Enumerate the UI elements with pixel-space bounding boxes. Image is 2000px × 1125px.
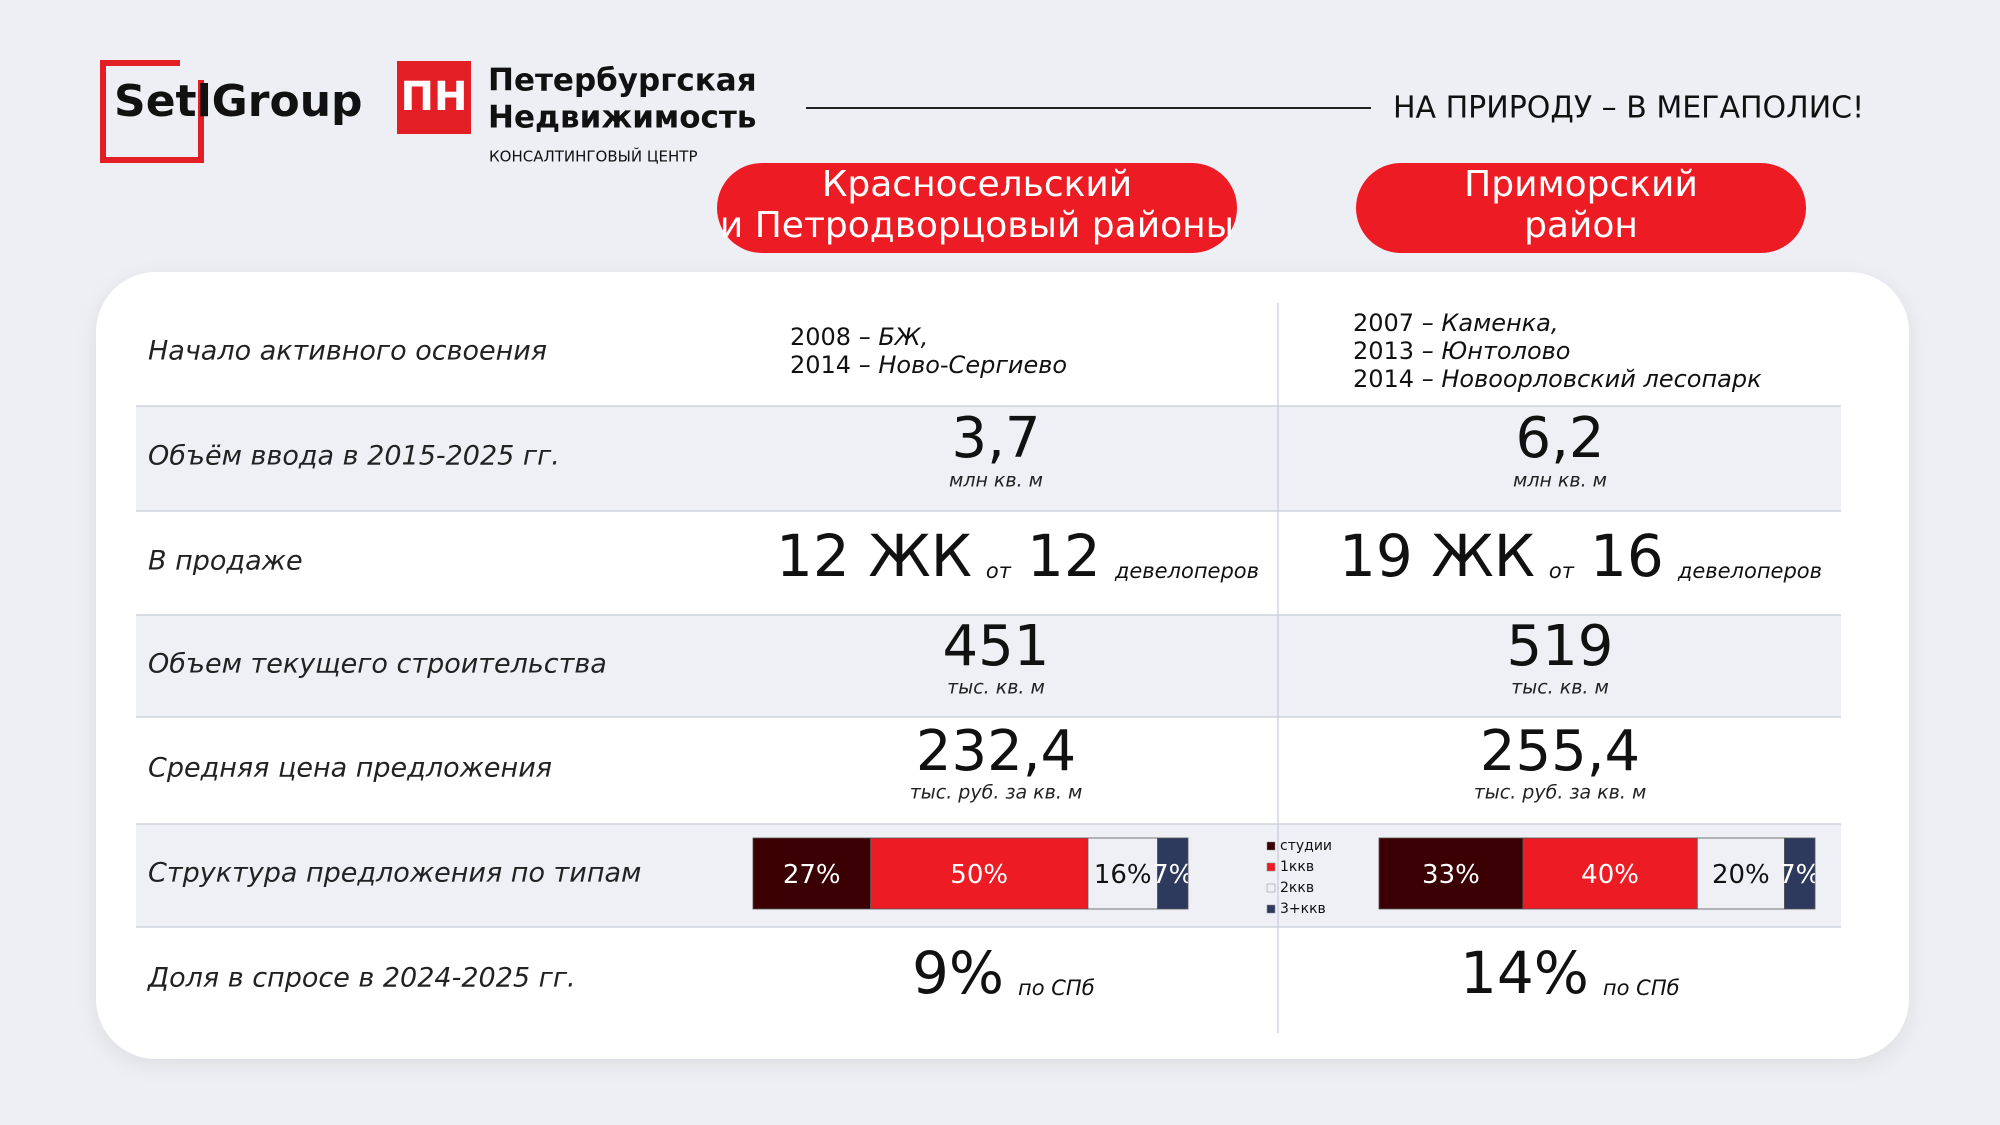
- row-label: Структура предложения по типам: [148, 858, 641, 889]
- value: 519: [1507, 614, 1614, 679]
- row-shade: [136, 406, 1841, 511]
- value: 14%: [1460, 939, 1589, 1007]
- dev-unit: девелоперов: [1677, 559, 1822, 583]
- share: 9% по СПб: [912, 939, 1095, 1007]
- place: – Новоорловский лесопарк: [1414, 365, 1762, 393]
- logo-setl: SetlGroup: [114, 76, 363, 127]
- segment: [1522, 837, 1698, 910]
- legend-label: 3+ккв: [1280, 901, 1326, 917]
- start-line: 2013 – Юнтолово: [1353, 337, 1570, 365]
- unit: тыс. кв. м: [1511, 677, 1609, 699]
- legend-label: 2ккв: [1280, 880, 1314, 896]
- legend-label: студии: [1280, 838, 1332, 854]
- unit: тыс. руб. за кв. м: [1474, 782, 1647, 804]
- segment-label: 20%: [1712, 860, 1770, 890]
- column-pill: [717, 163, 1237, 253]
- legend-swatch: [1266, 841, 1276, 851]
- segment: [1157, 837, 1189, 910]
- segment: [752, 837, 871, 910]
- segment-label: 7%: [1152, 860, 1193, 890]
- year: 2008: [790, 323, 851, 351]
- from: от: [986, 559, 1012, 583]
- column-title: и Петродворцовый районы: [720, 205, 1234, 246]
- unit: по СПб: [1603, 976, 1680, 1000]
- segment: [1087, 837, 1158, 910]
- logo-mark-bg: [397, 61, 471, 134]
- segment-label: 40%: [1581, 860, 1639, 890]
- place: – Каменка,: [1414, 309, 1558, 337]
- start-line: 2007 – Каменка,: [1353, 309, 1558, 337]
- column-title: Приморский: [1464, 164, 1698, 205]
- sale: 12 ЖК от 12 девелоперов: [776, 522, 1259, 590]
- legend-swatch: [1266, 883, 1276, 893]
- developers: 16: [1590, 522, 1664, 590]
- segment: [1696, 837, 1785, 910]
- row-lines: [136, 303, 1841, 1033]
- year: 2007: [1353, 309, 1414, 337]
- place: – БЖ,: [851, 323, 928, 351]
- segment-label: 27%: [783, 860, 841, 890]
- logo-gap: [180, 60, 204, 80]
- start-line: 2014 – Новоорловский лесопарк: [1353, 365, 1762, 393]
- segment: [1378, 837, 1524, 910]
- year: 2014: [1353, 365, 1414, 393]
- place: – Ново-Сергиево: [851, 351, 1067, 379]
- segment-label: 16%: [1094, 860, 1152, 890]
- segment-label: 7%: [1779, 860, 1820, 890]
- year: 2014: [790, 351, 851, 379]
- value: 232,4: [916, 719, 1076, 784]
- value: 3,7: [951, 406, 1040, 471]
- column-title: Красносельский: [822, 164, 1132, 205]
- logo-name: Петербургская: [488, 63, 757, 99]
- start-line: 2008 – БЖ,: [790, 323, 928, 351]
- start-line: 2014 – Ново-Сергиево: [790, 351, 1067, 379]
- row-label: В продаже: [148, 546, 303, 577]
- value: 6,2: [1515, 406, 1604, 471]
- logo-sub: КОНСАЛТИНГОВЫЙ ЦЕНТР: [489, 147, 698, 166]
- year: 2013: [1353, 337, 1414, 365]
- row-label: Доля в спросе в 2024-2025 гг.: [147, 963, 576, 994]
- column-pill: [1356, 163, 1806, 253]
- row-label: Начало активного освоения: [148, 336, 547, 367]
- unit: млн кв. м: [1513, 470, 1607, 492]
- unit: по СПб: [1018, 976, 1095, 1000]
- legend-swatch: [1266, 862, 1276, 872]
- segment-label: 50%: [950, 860, 1008, 890]
- row-label: Объем текущего строительства: [148, 649, 607, 680]
- unit: млн кв. м: [949, 470, 1043, 492]
- value: 451: [943, 614, 1050, 679]
- row-shade: [136, 615, 1841, 717]
- complexes: 19 ЖК: [1339, 522, 1535, 590]
- from: от: [1549, 559, 1575, 583]
- unit: тыс. кв. м: [947, 677, 1045, 699]
- legend-label: 1ккв: [1280, 859, 1314, 875]
- segment: [1784, 837, 1816, 910]
- complexes: 12 ЖК: [776, 522, 972, 590]
- developers: 12: [1027, 522, 1101, 590]
- column-title: район: [1524, 205, 1638, 246]
- segment: [870, 837, 1089, 910]
- logo-frame: [100, 60, 204, 163]
- place: – Юнтолово: [1414, 337, 1570, 365]
- legend-swatch: [1266, 904, 1276, 914]
- value: 9%: [912, 939, 1004, 1007]
- segment-label: 33%: [1422, 860, 1480, 890]
- dev-unit: девелоперов: [1114, 559, 1259, 583]
- row-label: Средняя цена предложения: [148, 753, 552, 784]
- value: 255,4: [1480, 719, 1640, 784]
- unit: тыс. руб. за кв. м: [910, 782, 1083, 804]
- row-label: Объём ввода в 2015-2025 гг.: [148, 441, 560, 472]
- sale: 19 ЖК от 16 девелоперов: [1339, 522, 1822, 590]
- tagline: НА ПРИРОДУ – В МЕГАПОЛИС!: [1393, 91, 1864, 126]
- share: 14% по СПб: [1460, 939, 1680, 1007]
- logo-mark: ПН: [401, 74, 468, 120]
- logo-name: Недвижимость: [488, 100, 757, 136]
